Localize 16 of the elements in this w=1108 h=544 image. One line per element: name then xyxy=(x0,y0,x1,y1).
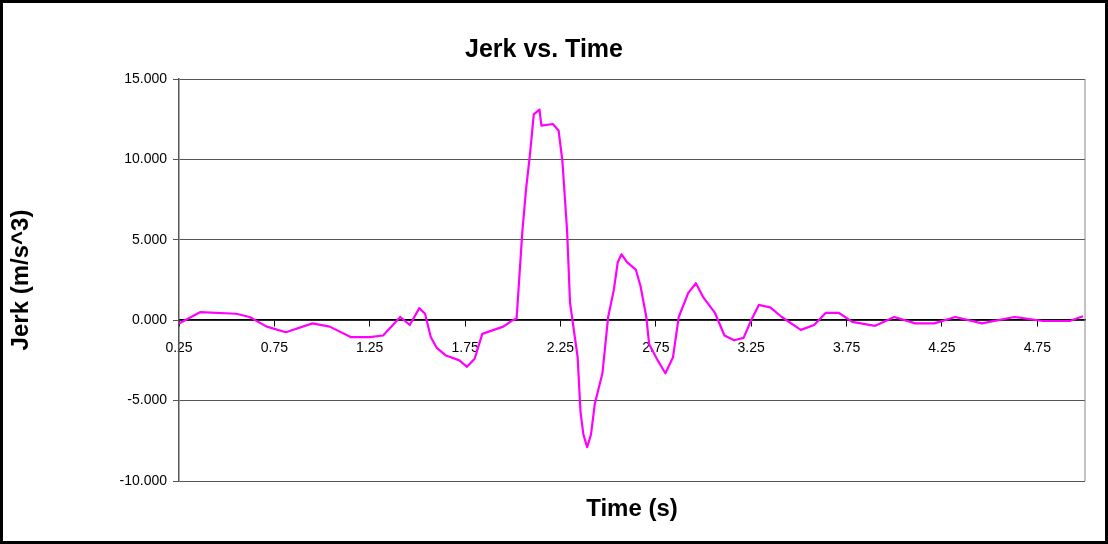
chart-title: Jerk vs. Time xyxy=(465,33,624,62)
x-tick-label: 4.75 xyxy=(1023,339,1052,356)
x-axis-title: Time (s) xyxy=(586,493,678,521)
x-tick-label: 4.25 xyxy=(928,339,956,356)
y-tick-label: -5.000 xyxy=(127,391,168,408)
y-tick-label: -10.000 xyxy=(119,471,168,488)
x-tick-label: 3.75 xyxy=(832,339,861,356)
y-tick-label: 15.000 xyxy=(124,69,168,86)
x-tick-label: 0.75 xyxy=(260,339,289,356)
y-tick-label: 0.000 xyxy=(131,311,168,328)
x-tick-label: 3.25 xyxy=(737,339,766,356)
y-tick-label: 5.000 xyxy=(131,230,168,247)
y-tick-label: 10.000 xyxy=(124,150,168,167)
x-tick-label: 1.25 xyxy=(356,339,384,356)
x-tick-label: 2.25 xyxy=(546,339,575,356)
y-axis-title: Jerk (m/s^3) xyxy=(6,209,34,351)
